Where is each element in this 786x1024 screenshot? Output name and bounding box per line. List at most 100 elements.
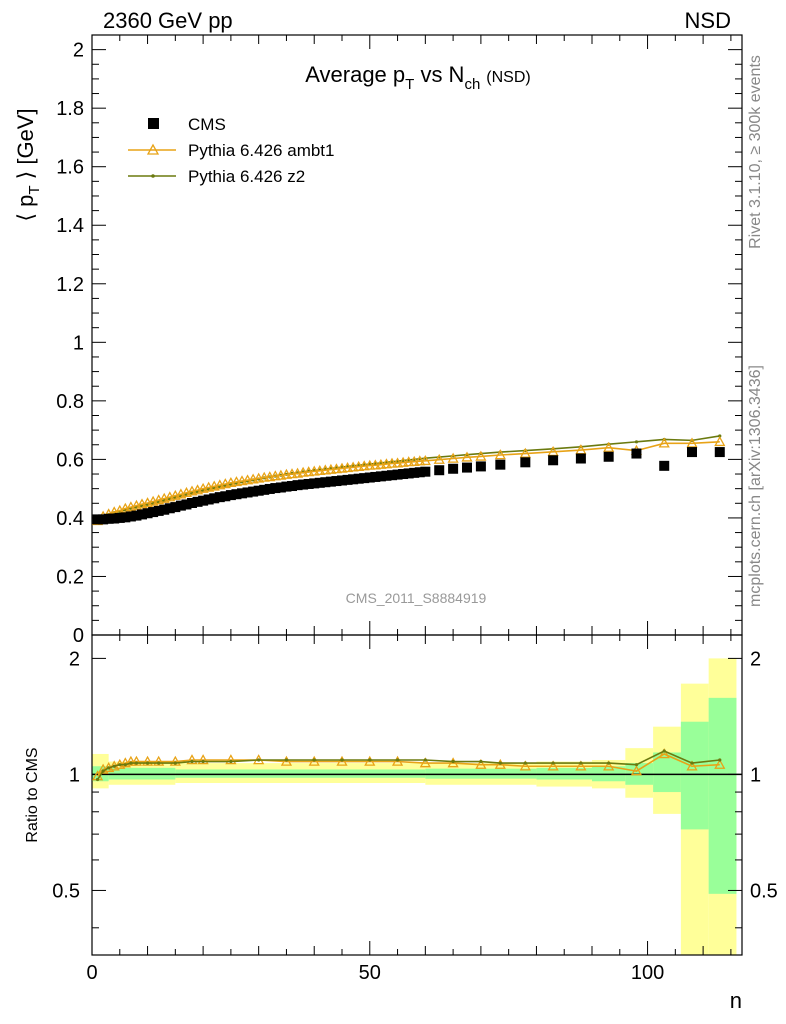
point-cms — [248, 486, 259, 497]
point-cms — [187, 498, 197, 508]
point-cms — [462, 462, 472, 473]
ratio-point-z2 — [123, 763, 127, 767]
ratio-point-z2 — [423, 758, 427, 762]
ratio-point-z2 — [107, 766, 111, 770]
ratio-point-ambt1 — [686, 760, 698, 771]
ratio-point-ambt1 — [575, 760, 587, 771]
point-cms — [98, 514, 109, 525]
main-title: Average pT vs Nch (NSD) — [305, 62, 530, 93]
point-cms — [237, 488, 247, 499]
ratio-point-z2 — [257, 758, 261, 762]
ratio-point-z2 — [201, 759, 205, 764]
legend-marker-cms — [148, 118, 159, 129]
ratio-point-z2 — [662, 749, 666, 753]
ratio-point-z2 — [479, 759, 483, 764]
point-cms — [420, 466, 431, 477]
ratio-point-z2 — [634, 763, 639, 767]
ratio-plot: 0 50 100 0.5 0.5 1 1 2 2 — [52, 634, 778, 984]
point-ambt1 — [414, 455, 426, 466]
point-cms — [475, 461, 486, 472]
ratio-point-ambt1 — [714, 758, 726, 769]
point-cms — [164, 503, 175, 514]
ratio-point-z2 — [607, 761, 611, 765]
point-cms — [403, 468, 414, 479]
ratio-point-ambt1 — [475, 758, 487, 769]
point-ambt1 — [433, 453, 445, 464]
point-ambt1 — [386, 457, 398, 468]
ratio-y-tick-label-left: 1 — [69, 764, 80, 786]
ratio-point-z2 — [718, 758, 722, 762]
point-cms — [434, 465, 445, 476]
point-cms — [192, 496, 203, 507]
point-cms — [309, 478, 320, 489]
point-cms — [414, 467, 425, 478]
point-cms — [264, 483, 275, 494]
point-cms — [337, 475, 347, 486]
main-y-tick-label: 0 — [73, 625, 84, 647]
point-cms — [659, 460, 670, 471]
legend-label: Pythia 6.426 ambt1 — [188, 141, 334, 160]
ylabel-tail: ⟩ [GeV] — [13, 108, 38, 185]
main-y-axis-label: ⟨ pT ⟩ [GeV] — [13, 108, 43, 221]
main-y-tick-label: 0.4 — [56, 508, 84, 530]
point-cms — [342, 474, 353, 485]
ratio-y-tick-label-right: 2 — [750, 648, 761, 670]
point-cms — [259, 484, 270, 495]
legend: CMS Pythia 6.426 ambt1 Pythia 6.426 z2 — [128, 115, 334, 186]
point-ambt1 — [658, 437, 670, 448]
point-cms — [142, 508, 153, 519]
ratio-point-ambt1 — [153, 755, 165, 766]
point-cms — [687, 447, 697, 458]
point-cms — [225, 490, 236, 501]
mcplots-label: mcplots.cern.ch [arXiv:1306.3436] — [747, 365, 764, 607]
ratio-line-ambt1 — [96, 753, 720, 777]
legend-label: CMS — [188, 115, 226, 134]
ratio-point-z2 — [145, 761, 150, 765]
point-cms — [298, 479, 309, 490]
point-cms — [631, 448, 642, 459]
uncertainty-band-green — [175, 769, 426, 778]
ratio-point-ambt1 — [130, 755, 143, 766]
analysis-id: CMS_2011_S8884919 — [346, 590, 487, 606]
point-cms — [370, 471, 381, 482]
ylabel-main: ⟨ p — [13, 195, 38, 222]
point-cms — [325, 476, 336, 487]
ratio-point-ambt1 — [391, 755, 404, 766]
point-ambt1 — [403, 456, 415, 467]
uncertainty-band-green — [708, 697, 737, 894]
point-cms — [159, 504, 170, 515]
ratio-point-z2 — [118, 763, 122, 767]
main-y-tick-label: 1 — [73, 332, 84, 354]
ratio-point-ambt1 — [336, 755, 348, 766]
ratio-point-ambt1 — [364, 755, 376, 766]
point-cms — [603, 451, 614, 462]
point-cms — [131, 510, 142, 521]
ratio-point-z2 — [134, 761, 139, 765]
ratio-point-ambt1 — [630, 765, 643, 776]
ratio-point-ambt1 — [186, 754, 198, 765]
ratio-point-z2 — [229, 759, 233, 764]
x-axis-label: n — [730, 988, 742, 1013]
ratio-y-label: Ratio to CMS — [24, 747, 41, 842]
point-cms — [292, 480, 303, 491]
point-cms — [520, 457, 531, 468]
point-cms — [381, 470, 392, 481]
point-cms — [203, 494, 214, 505]
point-cms — [175, 500, 186, 511]
ratio-point-z2 — [284, 758, 289, 762]
ratio-point-z2 — [690, 761, 694, 765]
point-z2 — [634, 440, 639, 444]
point-cms — [137, 509, 147, 520]
ratio-y-tick-label-right: 0.5 — [750, 880, 778, 902]
point-cms — [714, 447, 725, 458]
point-cms — [495, 459, 506, 470]
point-cms — [314, 477, 325, 488]
x-tick-label: 0 — [86, 962, 97, 984]
ratio-point-ambt1 — [280, 755, 293, 766]
ylabel-sub: T — [26, 185, 43, 194]
point-cms — [303, 478, 314, 489]
uncertainty-band-green — [425, 768, 537, 779]
ratio-y-tick-label-right: 1 — [750, 764, 761, 786]
point-cms — [109, 513, 120, 524]
